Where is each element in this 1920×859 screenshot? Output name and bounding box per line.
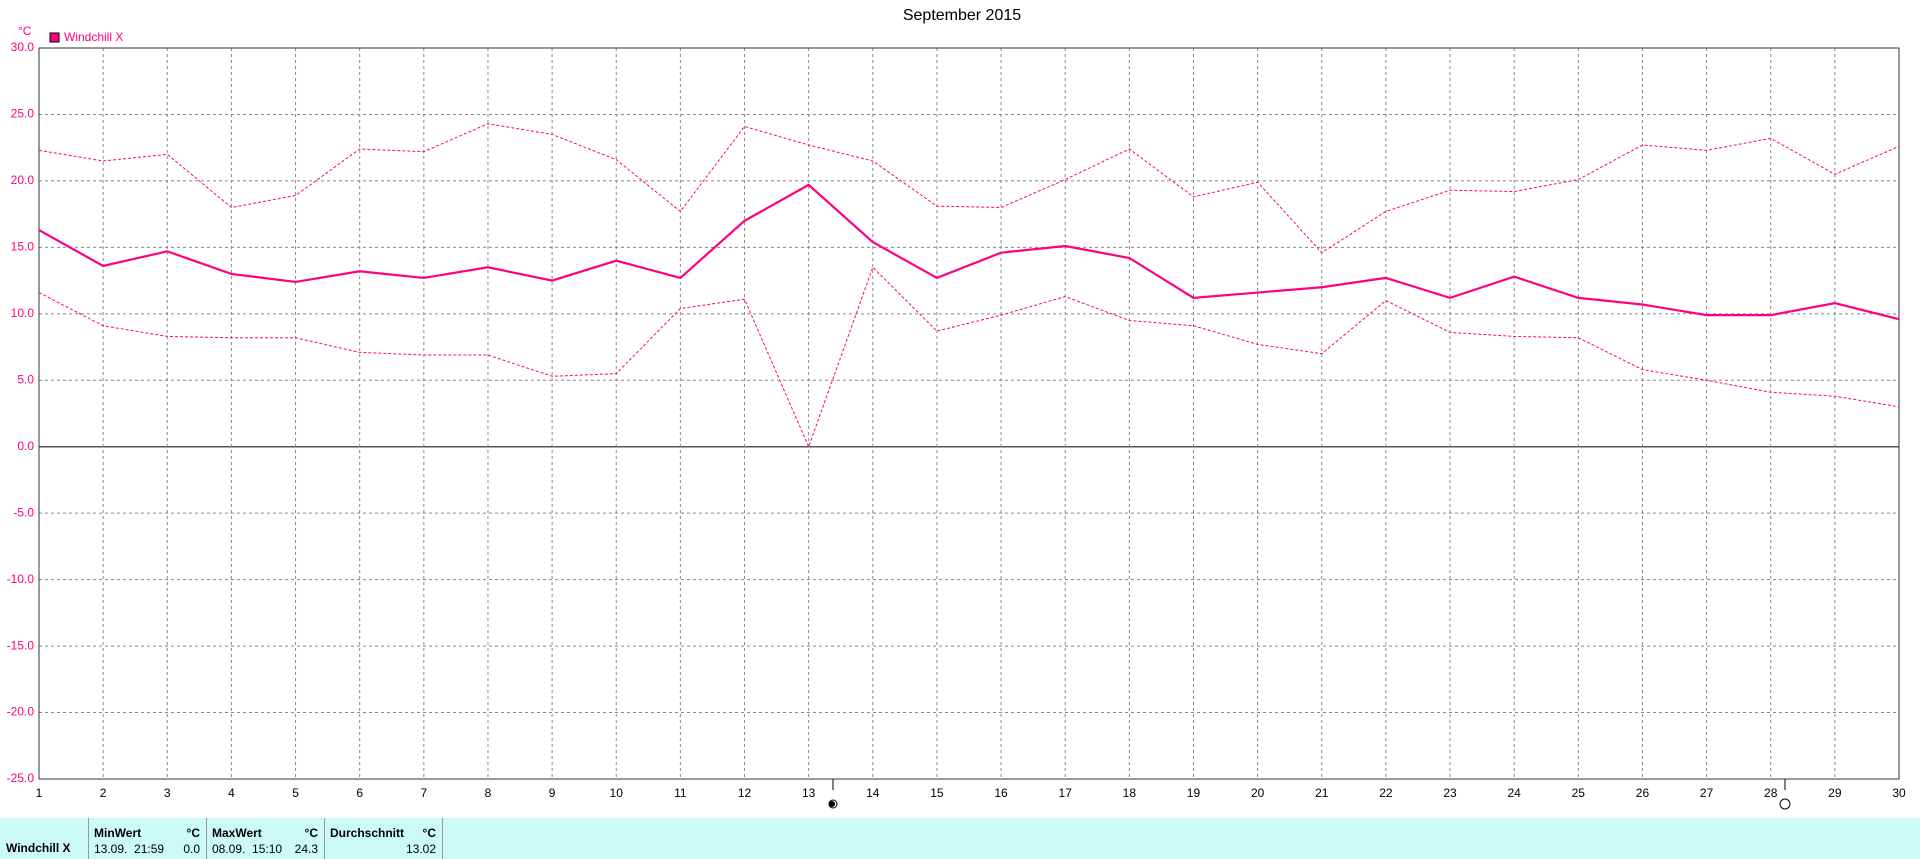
x-tick-label: 4: [228, 786, 235, 800]
x-tick-label: 28: [1764, 786, 1778, 800]
stats-time: 08.09. 15:10: [212, 842, 283, 856]
y-axis-unit: °C: [18, 24, 32, 38]
y-tick-label: -20.0: [7, 705, 35, 719]
series-line: [38, 183, 1900, 321]
x-tick-label: 10: [610, 786, 624, 800]
stats-value: 24.3: [294, 842, 318, 856]
y-tick-label: 20.0: [11, 173, 35, 187]
chart: September 2015 °C -25.0 -20.0 -15.0 -10.0 -5…: [7, 7, 1906, 810]
x-tick-label: 16: [994, 786, 1008, 800]
x-tick-label: 22: [1379, 786, 1393, 800]
y-tick-label: -25.0: [7, 771, 35, 785]
series-line: [38, 266, 1900, 449]
x-tick-label: 26: [1636, 786, 1650, 800]
x-tick-label: 18: [1123, 786, 1137, 800]
x-tick-label: 21: [1315, 786, 1329, 800]
stats-cell: MaxWert °C 08.09. 15:10 24.3: [207, 818, 325, 859]
x-tick-label: 3: [164, 786, 171, 800]
x-tick-label: 7: [420, 786, 427, 800]
x-tick-label: 12: [738, 786, 752, 800]
x-tick-label: 25: [1572, 786, 1586, 800]
stats-unit: °C: [422, 826, 436, 840]
y-tick-label: 30.0: [11, 40, 35, 54]
x-tick-label: 17: [1059, 786, 1073, 800]
stats-unit: °C: [304, 826, 318, 840]
legend-swatch: [49, 32, 60, 43]
x-tick-label: 11: [674, 786, 687, 800]
x-tick-label: 1: [36, 786, 43, 800]
legend-label: Windchill X: [64, 30, 123, 44]
moon-icon: [1779, 798, 1791, 810]
x-tick-label: 29: [1828, 786, 1842, 800]
stats-header: MinWert: [94, 826, 142, 840]
moon-icon-fill: [829, 801, 835, 807]
x-tick-label: 5: [292, 786, 299, 800]
x-tick-label: 9: [549, 786, 556, 800]
stats-header: Durchschnitt: [330, 826, 405, 840]
stats-time: 13.09. 21:59: [94, 842, 165, 856]
x-tick-label: 30: [1892, 786, 1906, 800]
stats-cell: MinWert °C 13.09. 21:59 0.0: [89, 818, 207, 859]
x-tick-label: 14: [866, 786, 880, 800]
x-tick-label: 6: [356, 786, 363, 800]
x-tick-label: 23: [1443, 786, 1457, 800]
stats-value: 0.0: [183, 842, 200, 856]
x-tick-label: 20: [1251, 786, 1265, 800]
stats-cell: Durchschnitt °C 13.02: [325, 818, 443, 859]
y-tick-label: -10.0: [7, 572, 35, 586]
stats-value: 13.02: [405, 842, 436, 856]
stats-label: Windchill X: [6, 841, 71, 855]
x-tick-label: 24: [1507, 786, 1521, 800]
x-tick-label: 19: [1187, 786, 1201, 800]
chart-title: September 2015: [903, 7, 1021, 24]
y-tick-label: 10.0: [11, 306, 35, 320]
y-tick-label: -5.0: [13, 505, 34, 519]
x-tick-label: 8: [485, 786, 492, 800]
y-tick-label: 5.0: [17, 372, 34, 386]
y-tick-label: -15.0: [7, 638, 35, 652]
series-line: [38, 123, 1900, 254]
x-tick-label: 2: [100, 786, 107, 800]
stats-header: MaxWert: [212, 826, 262, 840]
x-tick-label: 13: [802, 786, 816, 800]
stats-unit: °C: [186, 826, 200, 840]
y-tick-label: 25.0: [11, 107, 35, 121]
stats-label-cell: Windchill X: [0, 818, 89, 859]
y-tick-label: 15.0: [11, 240, 35, 254]
plot-frame: [38, 47, 1900, 780]
x-tick-label: 15: [930, 786, 944, 800]
y-tick-label: 0.0: [17, 439, 34, 453]
stats-bar: Windchill X MinWert °C 13.09. 21:59 0.0 MaxWe…: [0, 818, 1920, 859]
x-tick-label: 27: [1700, 786, 1714, 800]
